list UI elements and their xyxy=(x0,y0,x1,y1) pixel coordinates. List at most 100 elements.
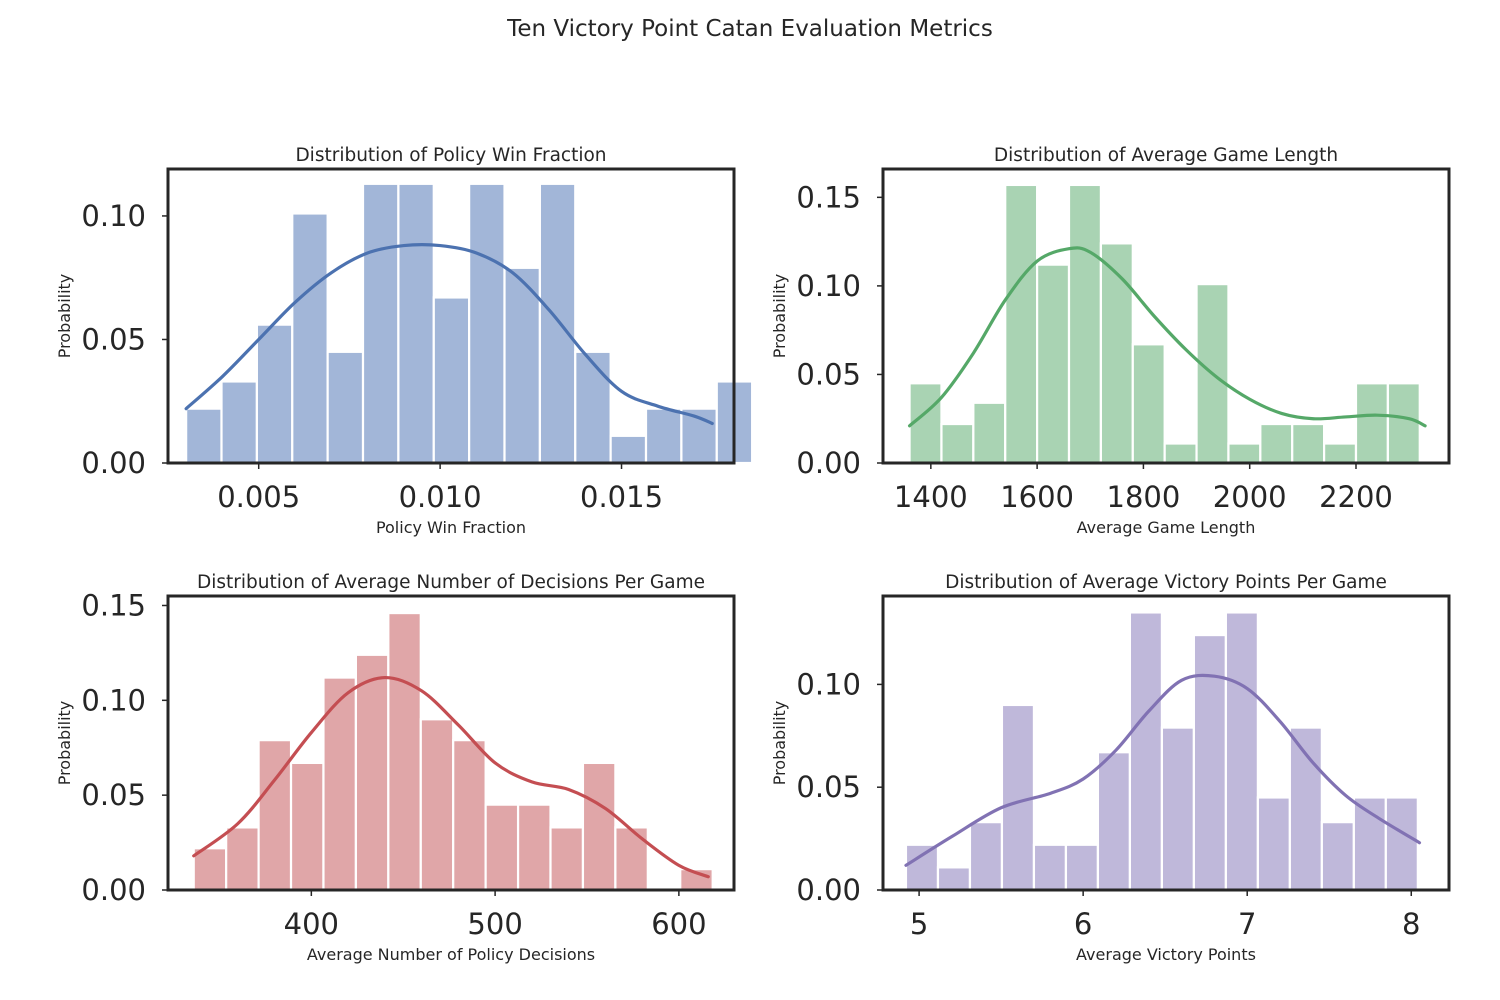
axes-frame xyxy=(166,594,736,892)
histogram-bar xyxy=(609,434,648,465)
kde-curve xyxy=(904,673,1422,867)
histogram-bar xyxy=(1131,343,1166,465)
histogram-bar xyxy=(1259,422,1294,465)
histogram-bar xyxy=(289,761,325,892)
histogram-bar xyxy=(225,826,260,892)
histogram-bar xyxy=(354,653,390,892)
axes-frame xyxy=(166,167,736,465)
histogram-bar xyxy=(904,843,940,892)
y-tick-label: 0.00 xyxy=(81,873,146,907)
histogram-bar xyxy=(255,323,294,465)
y-axis-label: Probability xyxy=(55,701,74,786)
histogram-bar xyxy=(220,380,258,465)
histogram-bar xyxy=(936,866,972,892)
y-tick-label: 0.00 xyxy=(81,446,146,480)
y-tick-label: 0.00 xyxy=(796,873,861,907)
x-tick-label: 1800 xyxy=(1107,480,1181,514)
histogram-bar xyxy=(1354,382,1389,465)
histogram-bar xyxy=(581,761,617,892)
figure-title: Ten Victory Point Catan Evaluation Metri… xyxy=(507,16,993,42)
histogram-bar xyxy=(1163,442,1198,465)
y-tick-label: 0.05 xyxy=(796,357,861,391)
histogram-bar xyxy=(432,296,471,465)
histogram-bar xyxy=(452,739,487,892)
histogram-bar xyxy=(1160,726,1195,892)
histogram-bar xyxy=(326,350,365,465)
x-tick-label: 1400 xyxy=(894,480,968,514)
x-tick-label: 600 xyxy=(651,907,706,941)
x-tick-label: 400 xyxy=(284,907,339,941)
x-tick-label: 0.005 xyxy=(217,480,300,514)
histogram-panel: 0.005 0.010 0.015 0.00 0.05 0.10 Distribution … xyxy=(55,145,754,537)
histogram-bar xyxy=(1096,751,1132,892)
y-axis-label: Probability xyxy=(770,701,789,786)
histogram-bar xyxy=(1320,821,1355,892)
histogram-bar xyxy=(516,803,552,892)
x-tick-label: 0.015 xyxy=(580,480,663,514)
histogram-bar xyxy=(1386,382,1421,465)
histogram-bar xyxy=(614,826,649,892)
histogram-bar xyxy=(644,407,683,465)
histogram-bar xyxy=(1256,796,1291,892)
histogram-bar xyxy=(1224,611,1259,892)
histogram-bar xyxy=(419,718,455,892)
subplot-title: Distribution of Average Game Length xyxy=(994,145,1338,166)
axes-frame xyxy=(881,594,1451,892)
histogram-bar xyxy=(972,401,1007,465)
histogram-bar xyxy=(1128,611,1163,892)
y-tick-label: 0.00 xyxy=(796,446,861,480)
histogram-bar xyxy=(940,422,975,465)
y-tick-label: 0.05 xyxy=(81,778,146,812)
axes-frame xyxy=(881,167,1451,465)
histogram-bar xyxy=(291,212,329,465)
subplot-title: Distribution of Policy Win Fraction xyxy=(295,145,606,166)
x-tick-label: 6 xyxy=(1074,907,1092,941)
kde-curve xyxy=(907,246,1427,428)
histogram-bar xyxy=(387,611,422,892)
histogram-bar xyxy=(185,407,223,465)
histogram-bar xyxy=(1004,183,1039,465)
y-tick-label: 0.15 xyxy=(796,180,861,214)
histogram-bar xyxy=(192,847,228,892)
histogram-panel: 5 6 7 8 0.00 0.05 0.10 Distribution of Average … xyxy=(770,572,1451,964)
x-tick-label: 2200 xyxy=(1319,480,1393,514)
histogram-bar xyxy=(503,266,541,465)
subplot-title: Distribution of Average Number of Decisi… xyxy=(197,572,705,593)
histogram-panel: 1400 1600 1800 2000 2200 0.00 0.05 0.10 0.15 Dist… xyxy=(770,145,1451,537)
histogram-bar xyxy=(968,821,1004,892)
y-tick-label: 0.05 xyxy=(81,322,146,356)
y-tick-label: 0.10 xyxy=(796,667,861,701)
x-tick-label: 7 xyxy=(1238,907,1256,941)
histogram-bar xyxy=(1291,422,1326,465)
histogram-bar xyxy=(1067,183,1102,465)
x-tick-label: 1600 xyxy=(1000,480,1074,514)
kde-curve xyxy=(192,675,710,879)
x-tick-label: 500 xyxy=(467,907,522,941)
histogram-bar xyxy=(1227,442,1262,465)
histogram-bar xyxy=(322,676,358,892)
histogram-bar xyxy=(574,350,612,465)
histogram-bar xyxy=(1099,242,1134,465)
histogram-panel: 400 500 600 0.00 0.05 0.10 0.15 Distribution of… xyxy=(55,572,736,964)
histogram-bar xyxy=(361,182,400,465)
x-axis-label: Average Number of Policy Decisions xyxy=(307,945,595,964)
y-tick-label: 0.05 xyxy=(796,770,861,804)
x-tick-label: 5 xyxy=(910,907,928,941)
x-tick-label: 0.010 xyxy=(399,480,482,514)
histogram-bar xyxy=(1032,843,1068,892)
y-axis-label: Probability xyxy=(770,274,789,359)
y-tick-label: 0.10 xyxy=(81,199,146,233)
histogram-bar xyxy=(538,182,577,465)
y-tick-label: 0.15 xyxy=(81,588,146,622)
histogram-bar xyxy=(1036,263,1071,465)
y-tick-label: 0.10 xyxy=(796,269,861,303)
x-axis-label: Policy Win Fraction xyxy=(376,518,526,537)
x-tick-label: 8 xyxy=(1402,907,1420,941)
histogram-bar xyxy=(468,182,506,465)
histogram-bar xyxy=(1323,442,1358,465)
x-axis-label: Average Victory Points xyxy=(1076,945,1256,964)
histogram-bar xyxy=(397,182,435,465)
y-axis-label: Probability xyxy=(55,274,74,359)
histogram-bar xyxy=(484,803,520,892)
